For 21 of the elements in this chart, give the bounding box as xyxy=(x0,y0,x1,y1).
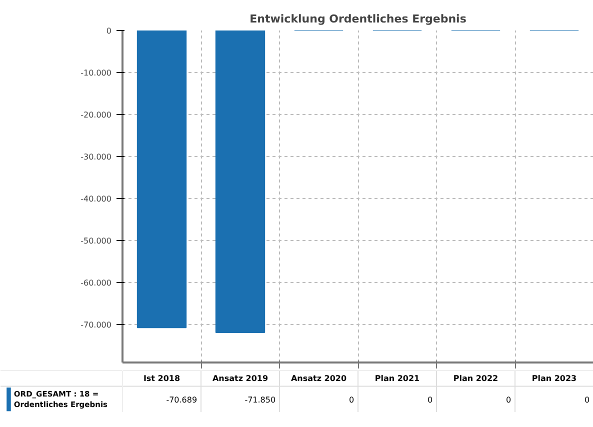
x-tick-label: Plan 2021 xyxy=(374,374,420,383)
chart-title: Entwicklung Ordentliches Ergebnis xyxy=(250,12,467,26)
y-tick-label: -30.000 xyxy=(80,152,112,162)
y-tick-label: -50.000 xyxy=(80,236,112,246)
y-tick-label: -20.000 xyxy=(80,110,112,120)
data-label: 0 xyxy=(348,395,354,404)
x-tick-label: Ist 2018 xyxy=(143,374,180,383)
data-label: 0 xyxy=(427,395,433,404)
y-tick-label: -60.000 xyxy=(80,278,112,288)
y-tick-label: -10.000 xyxy=(80,68,112,78)
data-label: 0 xyxy=(584,395,590,404)
y-tick-label: 0 xyxy=(106,26,112,36)
data-label: -71.850 xyxy=(244,395,276,404)
x-tick-label: Ansatz 2019 xyxy=(212,374,268,383)
y-tick-label: -40.000 xyxy=(80,194,112,204)
data-label: 0 xyxy=(506,395,512,404)
y-tick-label: -70.000 xyxy=(80,320,112,330)
x-tick-label: Plan 2022 xyxy=(453,374,498,383)
x-tick-label: Plan 2023 xyxy=(532,374,577,383)
data-label: -70.689 xyxy=(166,395,198,404)
x-tick-label: Ansatz 2020 xyxy=(290,374,347,383)
